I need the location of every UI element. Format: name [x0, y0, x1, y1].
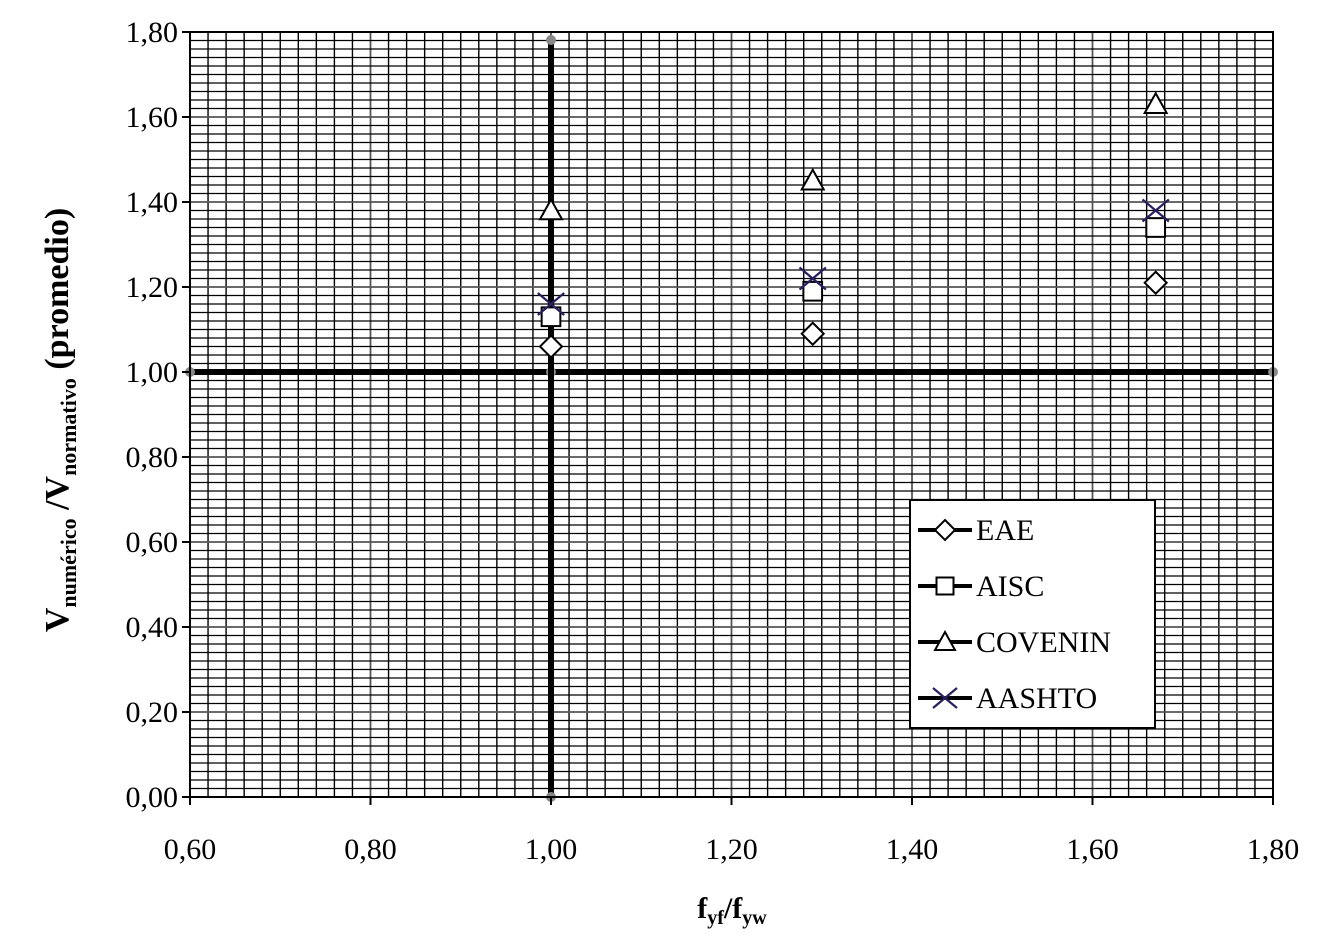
- series-covenin: [538, 91, 1169, 221]
- y-tick-label: 1,00: [126, 356, 179, 389]
- x-axis-label: fyf/fyw: [697, 892, 767, 929]
- data-point-covenin: [1142, 91, 1169, 115]
- series-aisc: [540, 217, 1167, 328]
- y-tick-label: 1,20: [126, 271, 179, 304]
- legend-item-covenin: COVENIN: [918, 626, 1111, 659]
- marker-stroke: [932, 687, 958, 709]
- y-tick-label: 0,40: [126, 611, 179, 644]
- marker-stroke: [1141, 198, 1170, 223]
- data-point-eae: [538, 334, 564, 359]
- legend-marker: [932, 687, 958, 709]
- tick-labels: 0,00 0,20 0,40 0,60 0,80 1,00 1,20 1,40 1,60 1,80…: [126, 16, 1300, 866]
- x-tick-label: 1,80: [1247, 833, 1300, 866]
- y-tick-label: 0,80: [126, 441, 179, 474]
- marker-stroke: [798, 266, 827, 291]
- data-point-covenin: [538, 197, 564, 221]
- legend-label: EAE: [976, 514, 1034, 547]
- x-tick-label: 1,60: [1066, 833, 1119, 866]
- data-point-aashto: [798, 266, 827, 291]
- y-tick-label: 0,60: [126, 526, 179, 559]
- data-point-eae: [800, 321, 826, 347]
- legend-item-aisc: AISC: [918, 570, 1044, 603]
- data-point-aisc: [540, 306, 562, 328]
- legend-marker: [933, 518, 957, 542]
- legend-item-eae: EAE: [918, 514, 1034, 547]
- x-tick-label: 1,20: [705, 833, 758, 866]
- data-point-aisc: [802, 280, 824, 302]
- series-aashto: [537, 198, 1170, 316]
- legend-label: AASHTO: [976, 682, 1097, 715]
- x-tick-label: 0,80: [344, 833, 397, 866]
- x-tick-label: 1,00: [525, 833, 578, 866]
- legend: EAE AISC COVENIN AASHTO: [909, 499, 1156, 729]
- data-point-aashto: [537, 292, 565, 316]
- legend-label: AISC: [976, 570, 1044, 603]
- y-tick-label: 0,00: [126, 781, 179, 814]
- y-axis-label: Vnumérico /Vnormativo (promedio): [39, 208, 81, 632]
- y-tick-label: 0,20: [126, 696, 179, 729]
- data-point-aisc: [1145, 217, 1167, 238]
- data-point-aashto: [1141, 198, 1170, 223]
- data-point-eae: [1143, 270, 1169, 296]
- data-point-covenin: [800, 167, 826, 191]
- grid: [189, 31, 1274, 798]
- marker-stroke: [537, 292, 565, 316]
- data-points: [537, 91, 1170, 359]
- legend-marker: [935, 576, 955, 596]
- series-eae: [538, 270, 1169, 359]
- legend-marker: [933, 629, 957, 651]
- x-tick-label: 0,60: [164, 833, 217, 866]
- legend-item-aashto: AASHTO: [918, 682, 1097, 715]
- y-tick-label: 1,80: [126, 16, 179, 49]
- reference-line-endpoint: [546, 35, 556, 45]
- legend-box: [909, 499, 1156, 729]
- y-tick-label: 1,60: [126, 101, 179, 134]
- y-tick-label: 1,40: [126, 186, 179, 219]
- x-tick-label: 1,40: [886, 833, 939, 866]
- legend-label: COVENIN: [976, 626, 1111, 659]
